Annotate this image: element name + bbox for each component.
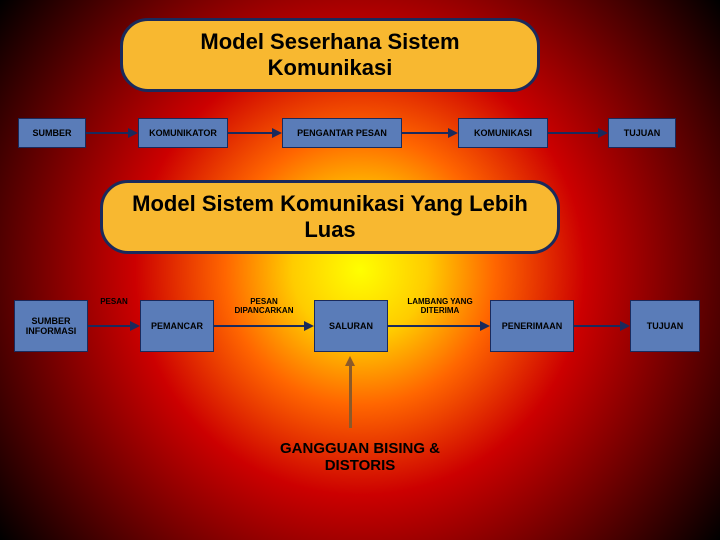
row1-box-komunikator: KOMUNIKATOR [138,118,228,148]
row2-box-penerimaan: PENERIMAAN [490,300,574,352]
noise-label: GANGGUAN BISING & DISTORIS [250,440,470,474]
row1-label: KOMUNIKATOR [149,128,217,138]
row1-label: KOMUNIKASI [474,128,532,138]
row2-box-saluran: SALURAN [314,300,388,352]
title-banner-1: Model Seserhana Sistem Komunikasi [120,18,540,92]
row2-label: PENERIMAAN [502,321,563,331]
row2-box-sumber-informasi: SUMBER INFORMASI [14,300,88,352]
row1-label: PENGANTAR PESAN [297,128,387,138]
row1-box-pengantar: PENGANTAR PESAN [282,118,402,148]
title-1-text: Model Seserhana Sistem Komunikasi [200,29,459,80]
title-banner-2: Model Sistem Komunikasi Yang Lebih Luas [100,180,560,254]
row1-box-tujuan: TUJUAN [608,118,676,148]
row2-box-tujuan: TUJUAN [630,300,700,352]
noise-text: GANGGUAN BISING & DISTORIS [280,440,440,474]
row2-label: SUMBER INFORMASI [19,316,83,336]
edge-label-pesan: PESAN [92,298,136,307]
row1-box-sumber: SUMBER [18,118,86,148]
row2-label: TUJUAN [647,321,684,331]
row1-box-komunikasi: KOMUNIKASI [458,118,548,148]
row1-label: SUMBER [32,128,71,138]
row2-box-pemancar: PEMANCAR [140,300,214,352]
title-2-text: Model Sistem Komunikasi Yang Lebih Luas [132,191,528,242]
row1-label: TUJUAN [624,128,661,138]
edge-label-lambang: LAMBANG YANG DITERIMA [398,298,482,316]
edge-label-pesan-dipancarkan: PESAN DIPANCARKAN [222,298,306,316]
row2-label: SALURAN [329,321,373,331]
row2-label: PEMANCAR [151,321,203,331]
